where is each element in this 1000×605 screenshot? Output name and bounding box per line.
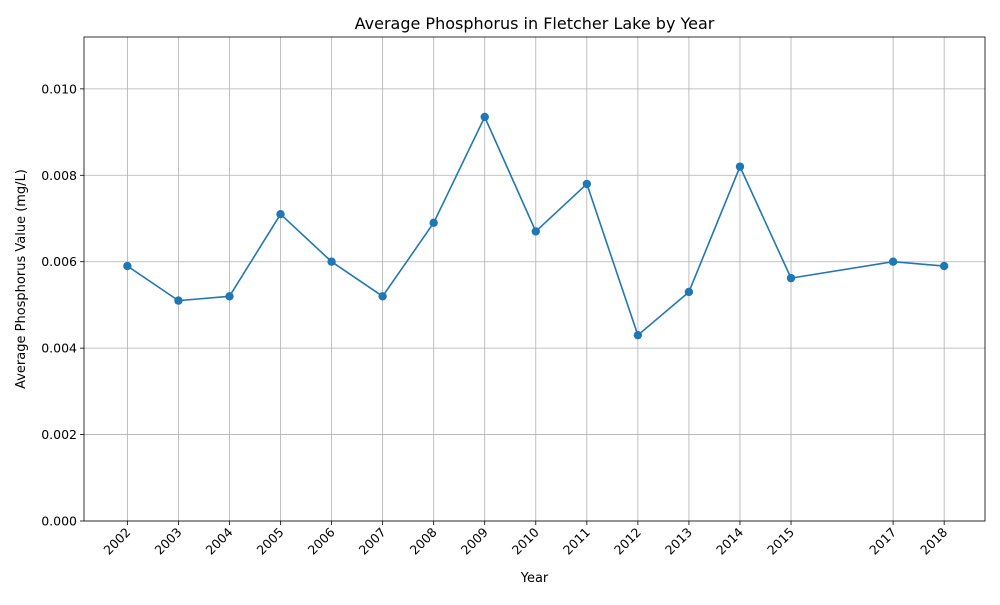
data-point — [786, 273, 796, 283]
x-tick-label: 2013 — [662, 525, 695, 558]
x-tick-label: 2010 — [509, 524, 542, 557]
y-tick-label: 0.010 — [41, 81, 77, 96]
data-point — [225, 292, 234, 301]
y-tick-label: 0.002 — [41, 427, 77, 442]
x-tick-label: 2017 — [866, 525, 899, 558]
data-point — [276, 209, 285, 219]
data-point — [531, 227, 540, 236]
y-tick-label: 0.000 — [41, 514, 77, 529]
x-tick-label: 2018 — [917, 524, 950, 557]
x-tick-label: 2006 — [305, 524, 338, 557]
x-tick-label: 2003 — [151, 525, 184, 558]
x-tick-label: 2002 — [100, 525, 133, 558]
x-tick-label: 2015 — [764, 525, 797, 558]
y-tick-label: 0.008 — [41, 168, 77, 183]
y-axis-label: Average Phosphorus Value (mg/L) — [14, 169, 29, 389]
x-tick-label: 2012 — [611, 525, 644, 558]
data-point — [939, 261, 949, 271]
y-tick-label: 0.004 — [41, 341, 77, 356]
x-tick-label: 2009 — [458, 524, 491, 557]
x-tick-label: 2014 — [713, 524, 746, 557]
data-point — [684, 287, 694, 297]
x-tick-label: 2007 — [356, 525, 389, 558]
x-axis-label: Year — [520, 571, 549, 586]
data-point — [633, 330, 643, 340]
chart-title: Average Phosphorus in Fletcher Lake by Y… — [355, 14, 715, 33]
x-tick-label: 2008 — [407, 524, 440, 557]
series-line — [126, 116, 945, 336]
y-tick-label: 0.006 — [41, 254, 77, 269]
data-point — [327, 257, 336, 266]
data-point — [429, 218, 438, 228]
series-layer — [123, 112, 949, 340]
plot-area-frame — [83, 36, 986, 522]
data-point — [735, 162, 745, 171]
data-point — [480, 112, 489, 122]
axis-ticks: 0.000 0.002 0.004 0.006 0.008 0.010 2002 2003 20… — [41, 81, 950, 557]
x-tick-label: 2004 — [203, 524, 236, 557]
data-point — [123, 261, 132, 271]
x-tick-label: 2011 — [560, 525, 593, 558]
data-point — [378, 292, 387, 301]
data-point — [582, 179, 592, 189]
x-tick-label: 2005 — [254, 525, 287, 558]
grid — [84, 37, 985, 522]
data-point — [888, 257, 898, 266]
data-point — [174, 296, 183, 305]
